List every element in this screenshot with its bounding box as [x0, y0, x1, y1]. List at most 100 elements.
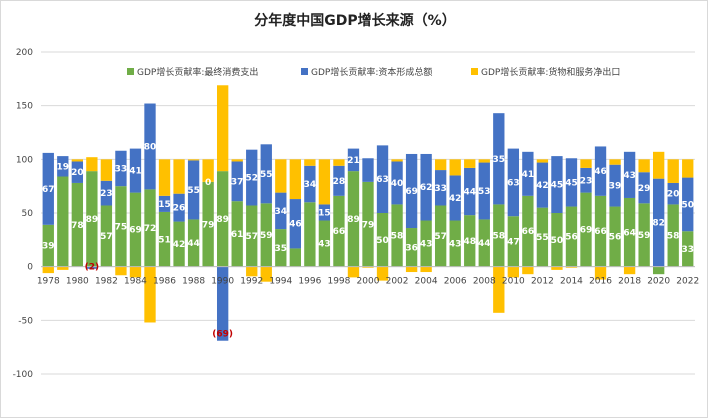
bar-segment	[478, 162, 490, 220]
data-label: (69)	[212, 330, 233, 340]
data-label: 35	[493, 155, 506, 165]
bar-segment	[536, 159, 549, 163]
legend-swatch	[471, 68, 478, 75]
bar-segment	[464, 167, 476, 216]
bar-segment	[551, 266, 563, 270]
x-tick-label: 1980	[66, 277, 89, 287]
bar-segment	[376, 213, 389, 267]
data-label: 89	[86, 215, 99, 225]
y-tick-label: -100	[13, 370, 34, 380]
data-label: 89	[347, 215, 360, 225]
data-label: 42	[536, 181, 549, 191]
data-label: 66	[522, 227, 535, 237]
x-tick-label: 1982	[95, 277, 118, 287]
bar-segment	[216, 171, 229, 267]
bar-segment	[231, 161, 243, 202]
data-label: 66	[594, 227, 607, 237]
data-label: 59	[638, 231, 651, 241]
bar-segment	[376, 266, 389, 281]
bar-segment	[594, 146, 607, 196]
data-label: 26	[173, 204, 186, 214]
bar-segment	[478, 219, 490, 267]
bar-segment	[71, 159, 84, 162]
bars	[42, 85, 694, 341]
bar-segment	[667, 204, 679, 267]
legend-label: GDP增长贡献率:最终消费支出	[137, 66, 258, 78]
x-tick-label: 2020	[647, 277, 670, 287]
bar-segment	[594, 266, 607, 280]
data-label: 43	[449, 240, 462, 250]
bar-segment	[86, 171, 98, 267]
bar-segment	[420, 153, 432, 221]
bar-segment	[115, 266, 127, 276]
bar-segment	[594, 195, 607, 267]
x-tick-label: 1986	[153, 277, 176, 287]
bar-segment	[231, 159, 243, 162]
bar-segment	[464, 215, 476, 267]
bar-segment	[158, 211, 171, 267]
bar-segment	[202, 159, 214, 182]
data-label: 46	[594, 167, 607, 177]
bar-segment	[580, 192, 592, 267]
x-tick-label: 2002	[386, 277, 409, 287]
bar-segment	[289, 199, 302, 249]
bar-segment	[405, 153, 418, 229]
data-label: 63	[376, 175, 389, 185]
data-label: 47	[507, 237, 520, 247]
data-label: 20	[667, 190, 680, 200]
data-label: 69	[129, 226, 142, 236]
data-label: 28	[333, 177, 346, 187]
bar-segment	[420, 266, 432, 273]
x-tick-label: 2010	[502, 277, 525, 287]
data-label: 50	[376, 236, 389, 246]
bar-segment	[115, 186, 127, 267]
bar-segment	[100, 180, 113, 206]
data-label: 89	[216, 215, 229, 225]
bar-segment	[420, 220, 432, 267]
bar-segment	[667, 159, 679, 183]
bar-segment	[100, 205, 113, 267]
bar-segment	[71, 182, 84, 267]
bar-segment	[318, 204, 331, 221]
data-label: 69	[580, 226, 593, 236]
data-label: 46	[289, 220, 302, 230]
data-label: 58	[493, 232, 506, 242]
bar-segment	[667, 182, 679, 205]
data-label: 57	[434, 232, 447, 242]
data-label: 80	[144, 142, 157, 152]
bar-segment	[57, 156, 69, 177]
bar-segment	[682, 177, 694, 232]
x-tick-label: 2004	[415, 277, 438, 287]
data-label: 55	[536, 233, 549, 243]
legend: GDP增长贡献率:最终消费支出 GDP增长贡献率:资本形成总额 GDP增长贡献率:货…	[127, 66, 620, 78]
bar-segment	[638, 203, 650, 267]
x-tick-label: 2018	[618, 277, 641, 287]
bar-segment	[347, 266, 360, 278]
x-axis-ticks: 1978 1980 1982 1984 1986 1988 1990 1992 1994 1996…	[37, 277, 699, 287]
bar-segment	[129, 148, 142, 193]
data-label: 69	[405, 187, 418, 197]
bar-segment	[71, 161, 84, 183]
y-axis-ticks: -100 -50 0 50 100 150 200	[13, 48, 34, 380]
data-label: 35	[275, 244, 288, 254]
data-label: 62	[420, 183, 433, 193]
data-label: 42	[173, 240, 186, 250]
data-label: 58	[391, 232, 404, 242]
data-label: 23	[580, 176, 593, 186]
bar-segment	[522, 195, 534, 267]
data-label: 64	[623, 228, 636, 238]
bar-segment	[333, 159, 345, 166]
data-label: 66	[333, 227, 346, 237]
bar-segment	[434, 170, 447, 206]
bar-segment	[623, 197, 636, 267]
data-label: 19	[57, 162, 70, 172]
bar-segment	[551, 213, 563, 267]
data-label: 39	[609, 182, 622, 192]
data-label: 56	[609, 233, 622, 243]
bar-segment	[362, 181, 374, 267]
bar-segment	[609, 206, 621, 267]
bar-segment	[580, 159, 592, 168]
bar-segment	[652, 178, 665, 267]
bar-segment	[565, 266, 578, 268]
bar-segment	[376, 145, 389, 213]
